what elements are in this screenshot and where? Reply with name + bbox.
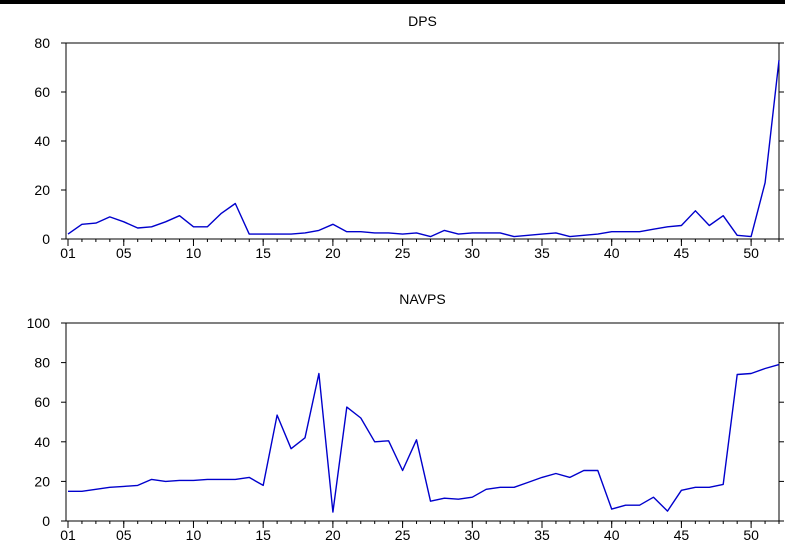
dps-x-tick-label: 25	[395, 245, 411, 261]
navps-y-tick-label: 20	[34, 473, 50, 489]
dps-chart-title: DPS	[408, 13, 437, 29]
navps-x-tick-label: 01	[60, 527, 76, 542]
dps-x-tick-label: 15	[255, 245, 271, 261]
dps-x-tick-label: 50	[743, 245, 759, 261]
navps-x-tick-label: 05	[116, 527, 132, 542]
navps-x-tick-label: 25	[395, 527, 411, 542]
navps-x-tick-label: 10	[186, 527, 202, 542]
navps-y-tick-label: 60	[34, 394, 50, 410]
navps-plot-frame	[65, 322, 780, 522]
dps-series-line	[67, 60, 780, 238]
dps-x-tick-label: 30	[465, 245, 481, 261]
dps-x-tick-label: 20	[325, 245, 341, 261]
dps-y-tick-label: 20	[34, 182, 50, 198]
navps-x-tick-label: 40	[604, 527, 620, 542]
dps-plot-frame	[65, 42, 780, 240]
navps-y-tick-label: 0	[42, 513, 50, 529]
dps-x-tick-label: 35	[534, 245, 550, 261]
dps-y-tick-label: 0	[42, 231, 50, 247]
top-rule	[0, 0, 785, 4]
navps-x-tick-label: 50	[743, 527, 759, 542]
dps-y-tick-label: 40	[34, 133, 50, 149]
navps-x-tick-label: 45	[674, 527, 690, 542]
dps-y-tick-label: 60	[34, 84, 50, 100]
navps-y-tick-label: 80	[34, 355, 50, 371]
navps-x-tick-label: 35	[534, 527, 550, 542]
navps-y-tick-label: 40	[34, 434, 50, 450]
dps-y-tick-label: 80	[34, 35, 50, 51]
dps-x-tick-label: 40	[604, 245, 620, 261]
dps-x-tick-label: 10	[186, 245, 202, 261]
dps-x-tick-label: 01	[60, 245, 76, 261]
navps-x-tick-label: 30	[465, 527, 481, 542]
dps-x-tick-label: 45	[674, 245, 690, 261]
navps-x-tick-label: 15	[255, 527, 271, 542]
dps-x-tick-label: 05	[116, 245, 132, 261]
navps-y-tick-label: 100	[27, 315, 51, 331]
navps-x-tick-label: 20	[325, 527, 341, 542]
navps-series-line	[68, 363, 780, 513]
navps-chart-title: NAVPS	[399, 291, 445, 307]
